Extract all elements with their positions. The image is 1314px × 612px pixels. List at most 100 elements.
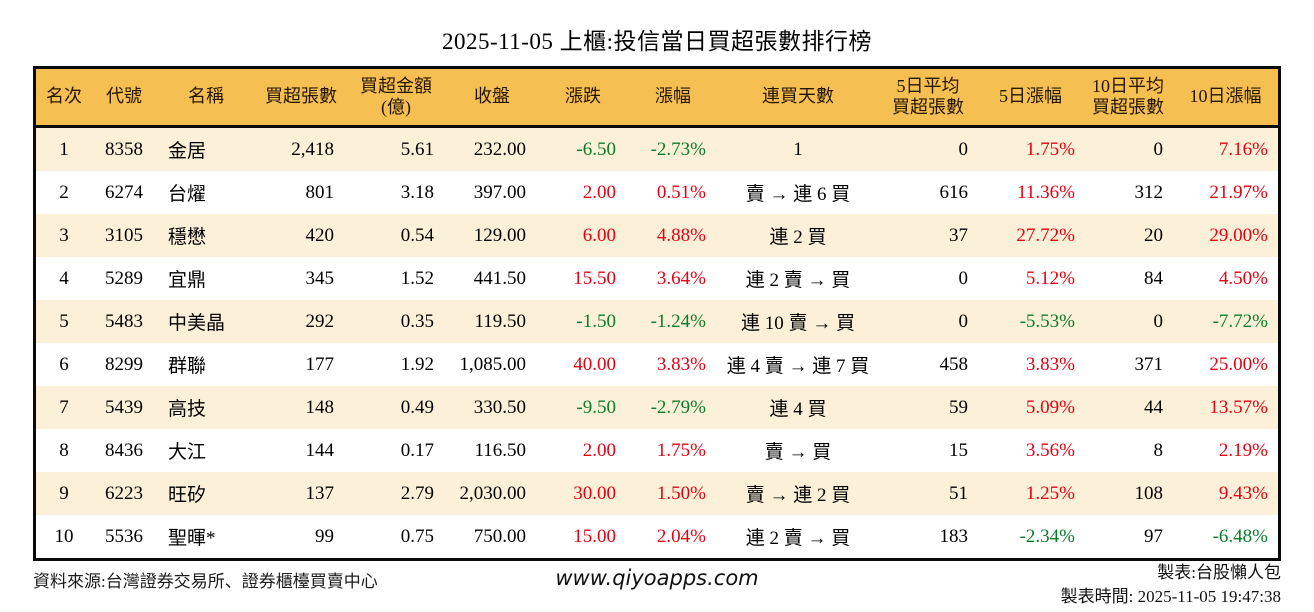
cell-streak: 賣 → 連 6 買: [718, 171, 878, 214]
cell-name: 大江: [156, 429, 256, 472]
cell-change-pct: 0.51%: [628, 171, 718, 214]
col-header-net-buy: 買超張數: [256, 69, 346, 128]
cell-rank: 5: [36, 300, 92, 343]
ranking-table: 名次 代號 名稱 買超張數 買超金額 (億) 收盤 漲跌 漲幅 連買天數 5日平…: [36, 69, 1278, 558]
cell-name: 宜鼎: [156, 257, 256, 300]
cell-close: 397.00: [446, 171, 538, 214]
cell-change: -6.50: [538, 126, 628, 171]
cell-pct5: 1.75%: [978, 126, 1083, 171]
cell-pct5: -5.53%: [978, 300, 1083, 343]
cell-code: 8358: [92, 126, 156, 171]
table-row: 2 6274 台燿 801 3.18 397.00 2.00 0.51% 賣 →…: [36, 171, 1278, 214]
cell-pct5: 11.36%: [978, 171, 1083, 214]
cell-rank: 2: [36, 171, 92, 214]
cell-net-buy: 345: [256, 257, 346, 300]
cell-change: 6.00: [538, 214, 628, 257]
cell-avg5: 183: [878, 515, 978, 558]
cell-rank: 8: [36, 429, 92, 472]
cell-code: 8436: [92, 429, 156, 472]
cell-avg5: 458: [878, 343, 978, 386]
cell-pct5: -2.34%: [978, 515, 1083, 558]
cell-code: 5536: [92, 515, 156, 558]
cell-change-pct: 3.83%: [628, 343, 718, 386]
cell-net-buy: 99: [256, 515, 346, 558]
made-time: 製表時間: 2025-11-05 19:47:38: [1060, 587, 1281, 606]
cell-amount: 1.52: [346, 257, 446, 300]
cell-amount: 0.35: [346, 300, 446, 343]
cell-close: 750.00: [446, 515, 538, 558]
cell-change-pct: 1.75%: [628, 429, 718, 472]
col-header-avg10: 10日平均 買超張數: [1083, 69, 1173, 128]
cell-streak: 賣 → 連 2 買: [718, 472, 878, 515]
table-body: 1 8358 金居 2,418 5.61 232.00 -6.50 -2.73%…: [36, 126, 1278, 558]
cell-avg5: 0: [878, 257, 978, 300]
cell-code: 8299: [92, 343, 156, 386]
table-row: 3 3105 穩懋 420 0.54 129.00 6.00 4.88% 連 2…: [36, 214, 1278, 257]
table-row: 1 8358 金居 2,418 5.61 232.00 -6.50 -2.73%…: [36, 126, 1278, 171]
cell-net-buy: 420: [256, 214, 346, 257]
cell-amount: 0.54: [346, 214, 446, 257]
cell-streak: 連 2 賣 → 買: [718, 257, 878, 300]
table-row: 10 5536 聖暉* 99 0.75 750.00 15.00 2.04% 連…: [36, 515, 1278, 558]
credits-block: 製表:台股懶人包 製表時間: 2025-11-05 19:47:38: [1061, 561, 1281, 609]
cell-avg10: 312: [1083, 171, 1173, 214]
cell-pct10: 21.97%: [1173, 171, 1278, 214]
cell-avg5: 616: [878, 171, 978, 214]
cell-net-buy: 148: [256, 386, 346, 429]
cell-change-pct: -1.24%: [628, 300, 718, 343]
col-header-close: 收盤: [446, 69, 538, 128]
cell-avg10: 44: [1083, 386, 1173, 429]
cell-code: 5483: [92, 300, 156, 343]
cell-streak: 連 2 買: [718, 214, 878, 257]
cell-close: 119.50: [446, 300, 538, 343]
cell-net-buy: 144: [256, 429, 346, 472]
cell-code: 6274: [92, 171, 156, 214]
cell-change-pct: 4.88%: [628, 214, 718, 257]
col-header-pct10: 10日漲幅: [1173, 69, 1278, 128]
cell-pct5: 27.72%: [978, 214, 1083, 257]
cell-close: 441.50: [446, 257, 538, 300]
cell-change: -9.50: [538, 386, 628, 429]
cell-avg10: 0: [1083, 300, 1173, 343]
table-row: 4 5289 宜鼎 345 1.52 441.50 15.50 3.64% 連 …: [36, 257, 1278, 300]
cell-change: 2.00: [538, 171, 628, 214]
cell-rank: 6: [36, 343, 92, 386]
cell-rank: 7: [36, 386, 92, 429]
cell-avg5: 51: [878, 472, 978, 515]
maker-credit: 製表:台股懶人包: [1157, 563, 1281, 582]
cell-pct10: 9.43%: [1173, 472, 1278, 515]
cell-name: 高技: [156, 386, 256, 429]
cell-close: 330.50: [446, 386, 538, 429]
cell-close: 116.50: [446, 429, 538, 472]
cell-rank: 1: [36, 126, 92, 171]
cell-name: 穩懋: [156, 214, 256, 257]
cell-name: 金居: [156, 126, 256, 171]
cell-pct10: 4.50%: [1173, 257, 1278, 300]
cell-amount: 2.79: [346, 472, 446, 515]
cell-change-pct: 2.04%: [628, 515, 718, 558]
cell-avg5: 59: [878, 386, 978, 429]
cell-change: 40.00: [538, 343, 628, 386]
cell-net-buy: 177: [256, 343, 346, 386]
cell-pct5: 3.83%: [978, 343, 1083, 386]
cell-amount: 3.18: [346, 171, 446, 214]
cell-pct5: 1.25%: [978, 472, 1083, 515]
cell-close: 2,030.00: [446, 472, 538, 515]
col-header-name: 名稱: [156, 69, 256, 128]
table-row: 6 8299 群聯 177 1.92 1,085.00 40.00 3.83% …: [36, 343, 1278, 386]
cell-name: 群聯: [156, 343, 256, 386]
cell-pct10: -7.72%: [1173, 300, 1278, 343]
cell-close: 129.00: [446, 214, 538, 257]
cell-avg10: 20: [1083, 214, 1173, 257]
cell-rank: 3: [36, 214, 92, 257]
cell-avg10: 371: [1083, 343, 1173, 386]
cell-change-pct: -2.73%: [628, 126, 718, 171]
col-header-streak: 連買天數: [718, 69, 878, 128]
cell-streak: 連 4 買: [718, 386, 878, 429]
cell-amount: 0.49: [346, 386, 446, 429]
cell-pct5: 5.09%: [978, 386, 1083, 429]
cell-avg5: 0: [878, 126, 978, 171]
table-row: 5 5483 中美晶 292 0.35 119.50 -1.50 -1.24% …: [36, 300, 1278, 343]
cell-rank: 10: [36, 515, 92, 558]
cell-net-buy: 801: [256, 171, 346, 214]
